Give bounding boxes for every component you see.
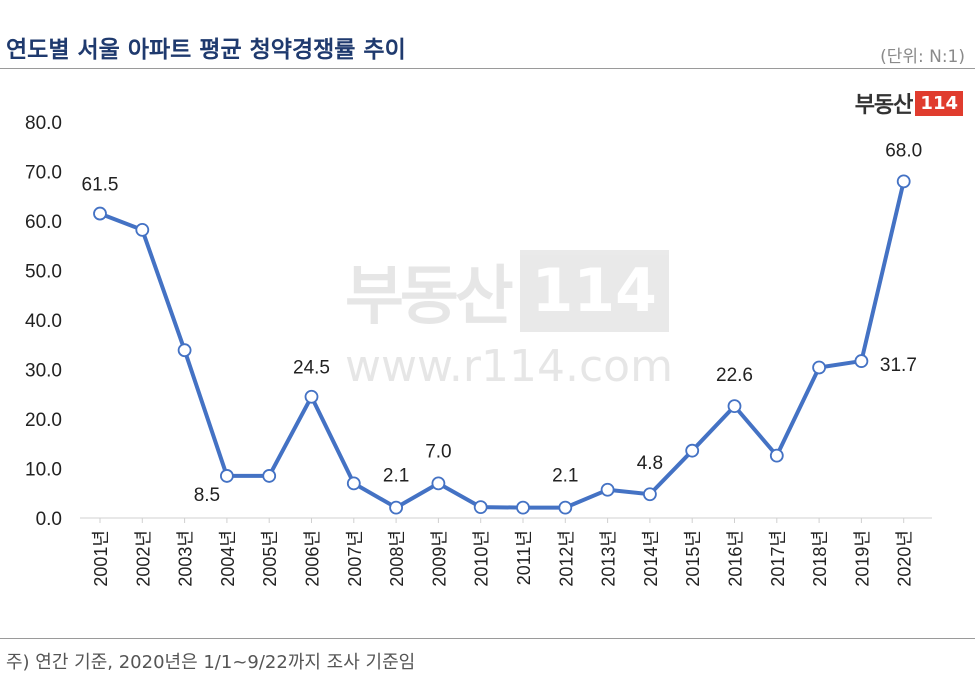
footnote: 주) 연간 기준, 2020년은 1/1~9/22까지 조사 기준임 bbox=[6, 652, 416, 673]
watermark-url: www.r114.com bbox=[345, 341, 673, 392]
x-tick-label: 2010년 bbox=[472, 530, 492, 587]
watermark: 부동산 114 www.r114.com bbox=[345, 245, 673, 392]
data-label: 2.1 bbox=[383, 466, 409, 487]
data-point bbox=[219, 469, 234, 483]
y-tick-label: 40.0 bbox=[25, 311, 62, 332]
x-tick-label: 2014년 bbox=[641, 530, 661, 587]
data-label: 61.5 bbox=[82, 175, 119, 196]
x-tick-label: 2008년 bbox=[387, 530, 407, 587]
data-point bbox=[262, 469, 277, 483]
data-point bbox=[389, 500, 404, 515]
logo-text: 부동산 bbox=[854, 93, 914, 118]
watermark-text: 부동산 bbox=[345, 260, 514, 334]
data-point bbox=[473, 500, 488, 515]
data-point bbox=[558, 500, 573, 515]
data-point bbox=[769, 448, 784, 463]
data-point bbox=[812, 360, 826, 375]
data-point bbox=[177, 343, 192, 358]
data-point bbox=[304, 389, 319, 404]
x-tick-label: 2011년 bbox=[514, 530, 534, 585]
data-point bbox=[346, 476, 361, 491]
data-point bbox=[727, 399, 742, 414]
data-point bbox=[854, 354, 869, 368]
x-tick-label: 2016년 bbox=[726, 530, 746, 587]
data-point bbox=[643, 487, 657, 502]
x-tick-label: 2019년 bbox=[852, 530, 872, 587]
x-tick-label: 2005년 bbox=[260, 530, 280, 587]
y-tick-label: 0.0 bbox=[36, 509, 62, 530]
x-tick-label: 2015년 bbox=[683, 530, 703, 587]
series-line bbox=[99, 180, 906, 510]
y-tick-label: 20.0 bbox=[25, 410, 62, 431]
data-label: 4.8 bbox=[637, 453, 663, 474]
x-tick-label: 2007년 bbox=[345, 530, 365, 587]
unit-label: (단위: N:1) bbox=[880, 47, 965, 67]
watermark-box: 114 bbox=[519, 250, 669, 332]
chart-title: 연도별 서울 아파트 평균 청약경쟁률 추이 bbox=[6, 37, 406, 63]
data-point bbox=[431, 476, 446, 491]
x-tick-label: 2001년 bbox=[91, 530, 111, 587]
brand-logo: 부동산 114 bbox=[855, 87, 963, 119]
data-point bbox=[516, 500, 530, 515]
x-tick-label: 2017년 bbox=[768, 530, 788, 587]
data-label: 24.5 bbox=[293, 358, 330, 379]
data-point bbox=[896, 174, 911, 189]
data-label: 68.0 bbox=[885, 140, 922, 161]
y-tick-label: 50.0 bbox=[25, 262, 62, 283]
y-tick-label: 60.0 bbox=[25, 212, 62, 233]
data-label: 22.6 bbox=[716, 365, 753, 386]
y-tick-label: 80.0 bbox=[25, 113, 62, 134]
data-point bbox=[600, 482, 615, 497]
x-tick-label: 2006년 bbox=[303, 530, 323, 587]
x-tick-label: 2012년 bbox=[556, 530, 576, 587]
data-point bbox=[93, 206, 107, 221]
x-tick-label: 2013년 bbox=[599, 530, 619, 587]
x-tick-label: 2004년 bbox=[218, 530, 238, 587]
data-point bbox=[135, 223, 150, 237]
y-tick-label: 10.0 bbox=[25, 460, 62, 481]
line-chart: 0.0 10.0 20.0 30.0 40.0 50.0 60.0 70.0 80.0 2001년… bbox=[25, 113, 932, 587]
x-tick-label: 2003년 bbox=[176, 530, 196, 587]
data-label: 7.0 bbox=[425, 441, 451, 462]
data-label: 2.1 bbox=[552, 466, 578, 487]
x-tick-label: 2020년 bbox=[895, 530, 915, 587]
y-tick-label: 30.0 bbox=[25, 361, 62, 382]
x-tick-label: 2009년 bbox=[429, 530, 449, 587]
x-tick-label: 2018년 bbox=[810, 530, 830, 587]
top-divider bbox=[0, 68, 975, 69]
data-label: 8.5 bbox=[194, 485, 220, 506]
data-point bbox=[685, 443, 700, 458]
logo-box: 114 bbox=[915, 90, 963, 116]
data-label: 31.7 bbox=[880, 355, 917, 376]
x-tick-label: 2002년 bbox=[133, 530, 153, 587]
y-tick-label: 70.0 bbox=[25, 163, 62, 184]
bottom-divider bbox=[0, 638, 975, 639]
